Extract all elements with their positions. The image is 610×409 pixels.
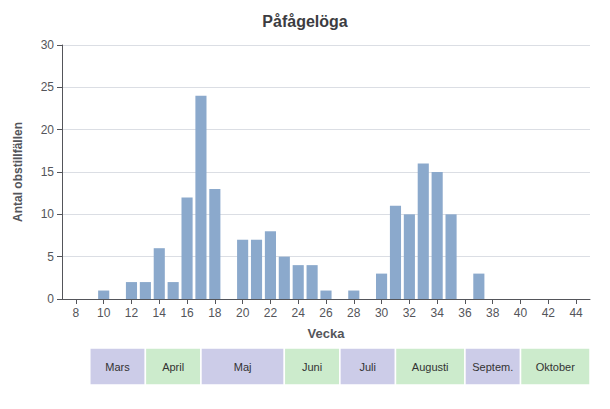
svg-text:Påfågelöga: Påfågelöga (262, 13, 347, 30)
svg-text:20: 20 (236, 306, 250, 320)
svg-text:28: 28 (347, 306, 361, 320)
svg-text:14: 14 (153, 306, 167, 320)
svg-text:40: 40 (514, 306, 528, 320)
svg-text:Maj: Maj (234, 361, 252, 373)
svg-text:22: 22 (264, 306, 278, 320)
svg-text:18: 18 (208, 306, 222, 320)
svg-text:5: 5 (47, 250, 54, 264)
svg-text:10: 10 (97, 306, 111, 320)
svg-text:Mars: Mars (105, 361, 130, 373)
svg-text:44: 44 (569, 306, 583, 320)
svg-text:30: 30 (375, 306, 389, 320)
svg-text:8: 8 (73, 306, 80, 320)
svg-text:April: April (162, 361, 184, 373)
svg-text:25: 25 (41, 80, 55, 94)
svg-text:Vecka: Vecka (308, 326, 346, 341)
svg-text:Juli: Juli (359, 361, 376, 373)
svg-text:12: 12 (125, 306, 139, 320)
svg-text:Antal obstillfällen: Antal obstillfällen (11, 122, 25, 222)
svg-text:34: 34 (430, 306, 444, 320)
svg-text:30: 30 (41, 38, 55, 52)
svg-text:36: 36 (458, 306, 472, 320)
svg-text:16: 16 (180, 306, 194, 320)
svg-text:Septem.: Septem. (472, 361, 513, 373)
svg-text:Oktober: Oktober (536, 361, 575, 373)
svg-text:32: 32 (403, 306, 417, 320)
svg-text:Juni: Juni (302, 361, 322, 373)
svg-text:15: 15 (41, 165, 55, 179)
svg-text:Augusti: Augusti (412, 361, 449, 373)
svg-text:42: 42 (542, 306, 556, 320)
svg-text:24: 24 (292, 306, 306, 320)
svg-text:0: 0 (47, 292, 54, 306)
svg-text:20: 20 (41, 123, 55, 137)
svg-text:10: 10 (41, 207, 55, 221)
svg-text:26: 26 (319, 306, 333, 320)
svg-text:38: 38 (486, 306, 500, 320)
